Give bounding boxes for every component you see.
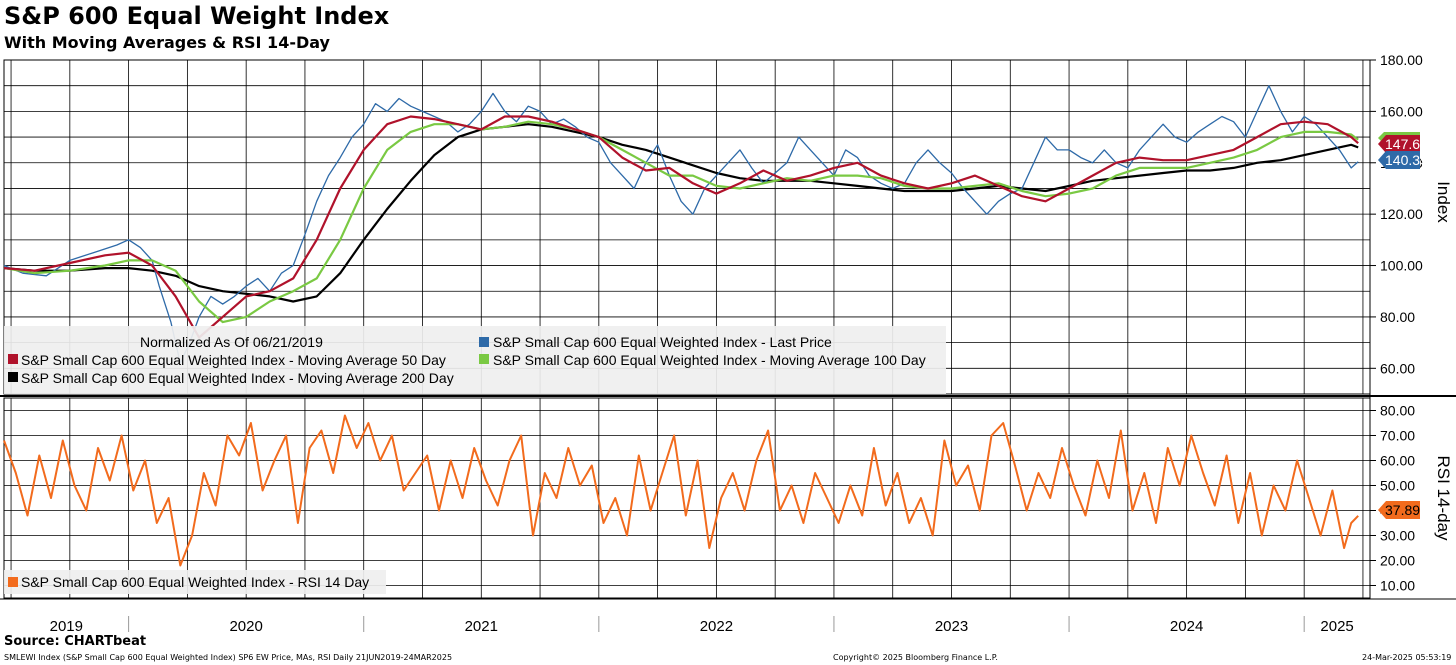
price-series-group: [3, 85, 1359, 364]
price-ytick-label: 100.00: [1380, 258, 1423, 274]
badge-rsi: 37.89: [1378, 501, 1420, 519]
legend-label-rsi: S&P Small Cap 600 Equal Weighted Index -…: [21, 574, 369, 590]
rsi-ytick-label: 30.00: [1380, 528, 1415, 544]
source-note: Source: CHARTbeat: [4, 634, 147, 649]
x-year-label: 2021: [465, 618, 498, 635]
legend-swatch-ma50: [8, 354, 18, 364]
legend-swatch-rsi: [8, 577, 18, 587]
legend-label-price: S&P Small Cap 600 Equal Weighted Index -…: [493, 334, 832, 350]
axis-labels: 180.00160.00140.00120.00100.0080.0060.00…: [0, 52, 1456, 635]
legend-swatch-ma200: [8, 372, 18, 382]
rsi-ytick-label: 10.00: [1380, 578, 1415, 594]
x-year-label: 2024: [1170, 618, 1203, 635]
x-year-label: 2020: [229, 618, 262, 635]
x-year-label: 2023: [935, 618, 968, 635]
price-ytick-label: 120.00: [1380, 206, 1423, 222]
series-line-rsi: [3, 414, 1359, 567]
rsi-ytick-label: 60.00: [1380, 453, 1415, 469]
price-ytick-label: 80.00: [1380, 309, 1415, 325]
footer-timestamp: 24-Mar-2025 05:53:19: [1362, 653, 1452, 662]
x-year-label: 2025: [1320, 618, 1353, 635]
legend-label-ma100: S&P Small Cap 600 Equal Weighted Index -…: [493, 352, 926, 368]
rsi-ytick-label: 70.00: [1380, 428, 1415, 444]
rsi-panel-frame: [3, 397, 1371, 599]
rsi-ytick-label: 50.00: [1380, 478, 1415, 494]
footer-left: SMLEWI Index (S&P Small Cap 600 Equal We…: [4, 653, 453, 662]
normalized-note: Normalized As Of 06/21/2019: [140, 334, 323, 350]
legend-swatch-price: [479, 337, 489, 347]
rsi-y-axis-title: RSI 14-day: [1434, 455, 1453, 541]
legend-box-price: [4, 326, 946, 394]
price-ytick-label: 180.00: [1380, 52, 1423, 68]
chart-title: S&P 600 Equal Weight Index: [4, 2, 390, 30]
legend-box-rsi: [4, 570, 386, 594]
x-year-label: 2019: [50, 618, 83, 635]
series-line-ma100: [3, 120, 1359, 324]
chart-subtitle: With Moving Averages & RSI 14-Day: [4, 33, 330, 52]
series-line-price: [3, 85, 1359, 364]
badge-ma50: 147.63: [1378, 135, 1428, 153]
badge-price: 140.39: [1378, 151, 1428, 169]
x-year-label: 2022: [700, 618, 733, 635]
series-line-ma50: [3, 115, 1359, 339]
price-ytick-label: 60.00: [1380, 360, 1415, 376]
badge-ma50-value: 147.63: [1385, 136, 1428, 152]
price-ytick-label: 160.00: [1380, 103, 1423, 119]
legend-label-ma50: S&P Small Cap 600 Equal Weighted Index -…: [21, 352, 446, 368]
badge-price-value: 140.39: [1385, 152, 1428, 168]
rsi-ytick-label: 80.00: [1380, 403, 1415, 419]
legend-label-ma200: S&P Small Cap 600 Equal Weighted Index -…: [21, 370, 454, 386]
series-line-ma200: [3, 123, 1359, 303]
price-y-axis-title: Index: [1434, 181, 1453, 223]
footer-copyright: Copyright© 2025 Bloomberg Finance L.P.: [833, 653, 998, 662]
rsi-ytick-label: 20.00: [1380, 553, 1415, 569]
badge-rsi-value: 37.89: [1385, 502, 1420, 518]
rsi-series-group: [3, 414, 1359, 567]
legend-swatch-ma100: [479, 354, 489, 364]
